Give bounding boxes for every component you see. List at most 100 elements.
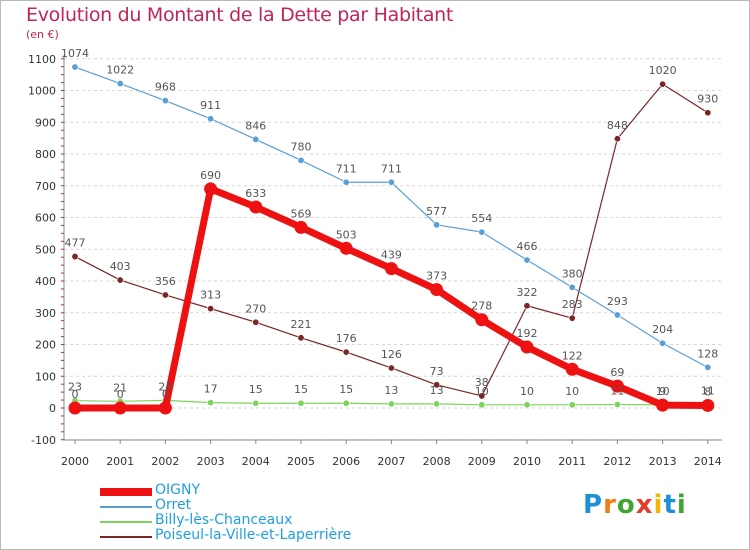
data-point-orret (659, 339, 667, 347)
data-point-oigny (294, 220, 308, 234)
data-label-poiseul: 283 (562, 298, 583, 311)
data-point-billy (297, 399, 305, 407)
data-label-oigny: 278 (471, 300, 492, 313)
data-label-poiseul: 126 (381, 348, 402, 361)
logo-letter: o (616, 490, 636, 520)
x-tick-label: 2000 (61, 455, 89, 468)
data-label-orret: 128 (697, 347, 718, 360)
data-point-poiseul (568, 314, 576, 322)
x-tick-label: 2010 (513, 455, 541, 468)
data-label-billy: 15 (294, 383, 308, 396)
logo-letter: r (603, 490, 617, 520)
y-tick-label: 600 (35, 212, 56, 225)
data-point-orret (116, 80, 124, 88)
data-label-billy: 10 (656, 385, 670, 398)
axes: -100010020030040050060070080090010001100… (28, 53, 722, 468)
x-tick-label: 2011 (558, 455, 586, 468)
x-tick-label: 2001 (106, 455, 134, 468)
data-point-poiseul (613, 135, 621, 143)
data-point-oigny (565, 362, 579, 376)
y-tick-label: 100 (35, 370, 56, 383)
data-point-oigny (384, 262, 398, 276)
data-label-poiseul: 322 (517, 286, 538, 299)
y-tick-label: 200 (35, 339, 56, 352)
data-label-billy: 10 (520, 385, 534, 398)
data-label-billy: 17 (204, 383, 218, 396)
legend-label-oigny: OIGNY (155, 482, 201, 498)
data-label-poiseul: 221 (291, 318, 312, 331)
data-label-orret: 204 (652, 323, 673, 336)
data-label-oigny: 69 (610, 366, 624, 379)
legend-swatch-orret (100, 506, 152, 508)
data-point-oigny (249, 200, 263, 214)
data-point-orret (71, 63, 79, 71)
data-label-oigny: 0 (117, 388, 124, 401)
y-tick-label: 700 (35, 180, 56, 193)
data-label-billy: 15 (339, 383, 353, 396)
data-label-billy: 24 (158, 380, 172, 393)
data-label-orret: 711 (336, 162, 357, 175)
data-label-orret: 846 (245, 119, 266, 132)
x-tick-label: 2007 (377, 455, 405, 468)
chart-title: Evolution du Montant de la Dette par Hab… (26, 4, 454, 26)
data-label-poiseul: 313 (200, 289, 221, 302)
data-point-oigny (113, 401, 127, 415)
legend-swatch-poiseul (100, 536, 152, 538)
data-point-oigny (701, 398, 715, 412)
x-tick-label: 2002 (151, 455, 179, 468)
data-point-billy (478, 401, 486, 409)
data-point-billy (613, 401, 621, 409)
data-label-orret: 1074 (61, 47, 89, 60)
legend-swatch-oigny (100, 488, 152, 496)
logo-letter: i (676, 490, 687, 520)
y-tick-label: 400 (35, 275, 56, 288)
data-label-poiseul: 356 (155, 275, 176, 288)
data-point-poiseul (659, 80, 667, 88)
x-tick-label: 2009 (468, 455, 496, 468)
legend-label-orret: Orret (155, 497, 192, 513)
data-label-orret: 577 (426, 205, 447, 218)
data-point-billy (342, 399, 350, 407)
series-lines (68, 63, 715, 415)
data-label-oigny: 0 (72, 388, 79, 401)
x-tick-label: 2005 (287, 455, 315, 468)
y-tick-label: 1000 (28, 85, 56, 98)
data-label-poiseul: 930 (697, 93, 718, 106)
data-label-poiseul: 1020 (649, 64, 677, 77)
data-label-orret: 780 (291, 140, 312, 153)
y-tick-label: 1100 (28, 53, 56, 66)
y-tick-label: 800 (35, 148, 56, 161)
data-label-poiseul: 73 (430, 365, 444, 378)
y-tick-label: 900 (35, 116, 56, 129)
data-point-poiseul (387, 364, 395, 372)
data-point-poiseul (297, 334, 305, 342)
data-label-oigny: 503 (336, 228, 357, 241)
data-label-poiseul: 477 (65, 237, 86, 250)
data-label-billy: 21 (113, 381, 127, 394)
data-label-billy: 13 (430, 384, 444, 397)
data-point-oigny (610, 379, 624, 393)
data-point-orret (478, 228, 486, 236)
x-tick-label: 2012 (603, 455, 631, 468)
logo-letter: P (583, 490, 604, 520)
data-label-oigny: 633 (245, 187, 266, 200)
y-tick-label: 0 (49, 402, 56, 415)
data-label-orret: 911 (200, 99, 221, 112)
legend-label-billy: Billy-lès-Chanceaux (155, 512, 293, 528)
y-tick-label: 300 (35, 307, 56, 320)
data-point-orret (207, 115, 215, 123)
x-tick-label: 2014 (694, 455, 722, 468)
data-label-poiseul: 270 (245, 302, 266, 315)
data-label-oigny: 569 (291, 207, 312, 220)
data-point-poiseul (342, 348, 350, 356)
data-point-oigny (475, 313, 489, 327)
data-point-poiseul (252, 318, 260, 326)
y-tick-label: -100 (31, 434, 56, 447)
data-point-orret (252, 135, 260, 143)
data-label-billy: 11 (701, 385, 715, 398)
data-point-poiseul (704, 109, 712, 117)
data-point-poiseul (207, 305, 215, 313)
data-label-oigny: 0 (162, 388, 169, 401)
